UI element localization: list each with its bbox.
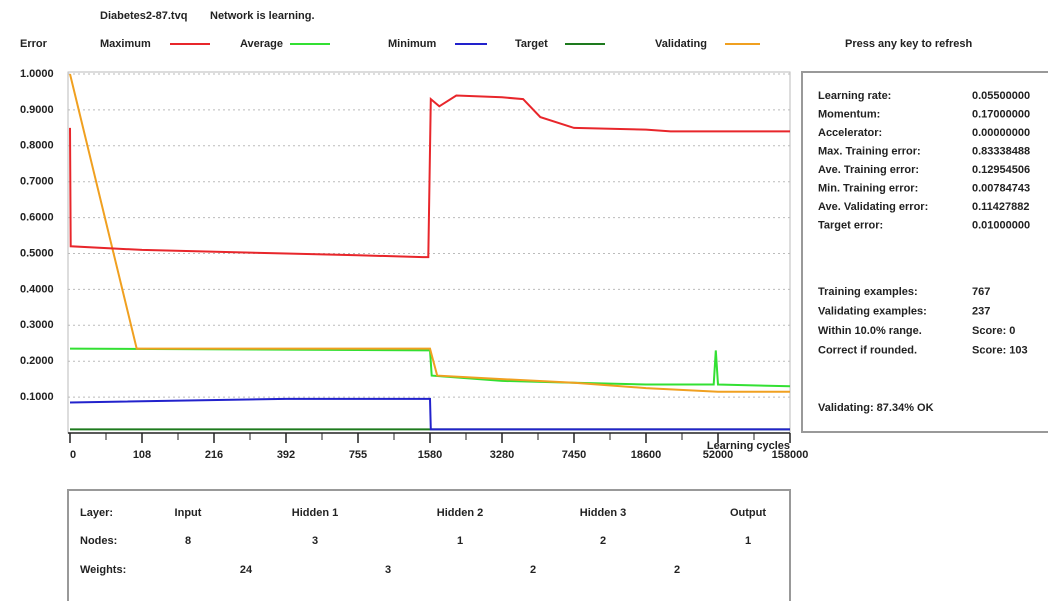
param-value: 0.11427882 <box>972 201 1030 213</box>
count-label: Correct if rounded. <box>818 344 917 356</box>
x-tick-label: 18600 <box>631 449 662 461</box>
param-value: 0.83338488 <box>972 145 1030 157</box>
x-tick-label: 7450 <box>562 449 586 461</box>
x-tick-label: 1580 <box>418 449 442 461</box>
y-tick-label: 0.5000 <box>20 247 54 259</box>
layer-label: Layer: <box>80 507 113 519</box>
file-name: Diabetes2-87.tvq <box>100 10 187 22</box>
count-value: 767 <box>972 286 990 298</box>
node-count: 8 <box>185 535 191 547</box>
param-label: Momentum: <box>818 108 880 120</box>
y-tick-label: 0.6000 <box>20 212 54 224</box>
nodes-label: Nodes: <box>80 535 117 547</box>
weight-count: 2 <box>674 564 680 576</box>
y-tick-label: 0.8000 <box>20 140 54 152</box>
count-value: 237 <box>972 305 990 317</box>
y-tick-label: 0.1000 <box>20 391 54 403</box>
y-tick-label: 0.9000 <box>20 104 54 116</box>
layer-name: Hidden 2 <box>437 507 483 519</box>
count-value: Score: 103 <box>972 344 1028 356</box>
param-label: Ave. Training error: <box>818 164 919 176</box>
y-tick-label: 1.0000 <box>20 68 54 80</box>
x-tick-label: 108 <box>133 449 151 461</box>
y-tick-label: 0.4000 <box>20 283 54 295</box>
y-tick-label: 0.3000 <box>20 319 54 331</box>
count-label: Training examples: <box>818 286 918 298</box>
node-count: 2 <box>600 535 606 547</box>
param-label: Learning rate: <box>818 90 891 102</box>
layer-name: Hidden 3 <box>580 507 626 519</box>
network-panel <box>67 489 791 601</box>
x-tick-label: 52000 <box>703 449 734 461</box>
node-count: 1 <box>457 535 463 547</box>
x-tick-label: 755 <box>349 449 367 461</box>
summary: Validating: 87.34% OK <box>818 402 934 414</box>
x-tick-label: 216 <box>205 449 223 461</box>
param-value: 0.17000000 <box>972 108 1030 120</box>
node-count: 1 <box>745 535 751 547</box>
stats-panel <box>801 71 1048 433</box>
param-value: 0.00000000 <box>972 127 1030 139</box>
x-tick-label: 0 <box>70 449 76 461</box>
legend-label: Average <box>240 38 283 50</box>
x-tick-label: 3280 <box>490 449 514 461</box>
node-count: 3 <box>312 535 318 547</box>
param-label: Ave. Validating error: <box>818 201 928 213</box>
legend-label: Minimum <box>388 38 436 50</box>
legend-label: Validating <box>655 38 707 50</box>
layer-name: Hidden 1 <box>292 507 338 519</box>
series-line <box>69 397 790 431</box>
hint: Press any key to refresh <box>845 38 972 50</box>
param-value: 0.12954506 <box>972 164 1030 176</box>
count-label: Validating examples: <box>818 305 927 317</box>
param-label: Max. Training error: <box>818 145 921 157</box>
weight-count: 2 <box>530 564 536 576</box>
weight-count: 3 <box>385 564 391 576</box>
y-axis-label: Error <box>20 38 48 50</box>
series-line <box>69 73 790 393</box>
layer-name: Output <box>730 507 766 519</box>
y-tick-label: 0.7000 <box>20 176 54 188</box>
param-value: 0.05500000 <box>972 90 1030 102</box>
count-value: Score: 0 <box>972 325 1015 337</box>
layer-name: Input <box>175 507 202 519</box>
series-line <box>69 347 791 388</box>
series-line <box>69 94 790 259</box>
param-label: Accelerator: <box>818 127 882 139</box>
legend-label: Target <box>515 38 548 50</box>
param-label: Target error: <box>818 219 883 231</box>
count-label: Within 10.0% range. <box>818 325 922 337</box>
x-tick-label: 158000 <box>772 449 809 461</box>
x-tick-label: 392 <box>277 449 295 461</box>
weight-count: 24 <box>240 564 253 576</box>
weights-label: Weights: <box>80 564 126 576</box>
status: Network is learning. <box>210 10 315 22</box>
param-label: Min. Training error: <box>818 182 918 194</box>
x-axis-label: Learning cycles <box>707 440 790 452</box>
legend-label: Maximum <box>100 38 151 50</box>
param-value: 0.00784743 <box>972 182 1030 194</box>
y-tick-label: 0.2000 <box>20 355 54 367</box>
param-value: 0.01000000 <box>972 219 1030 231</box>
